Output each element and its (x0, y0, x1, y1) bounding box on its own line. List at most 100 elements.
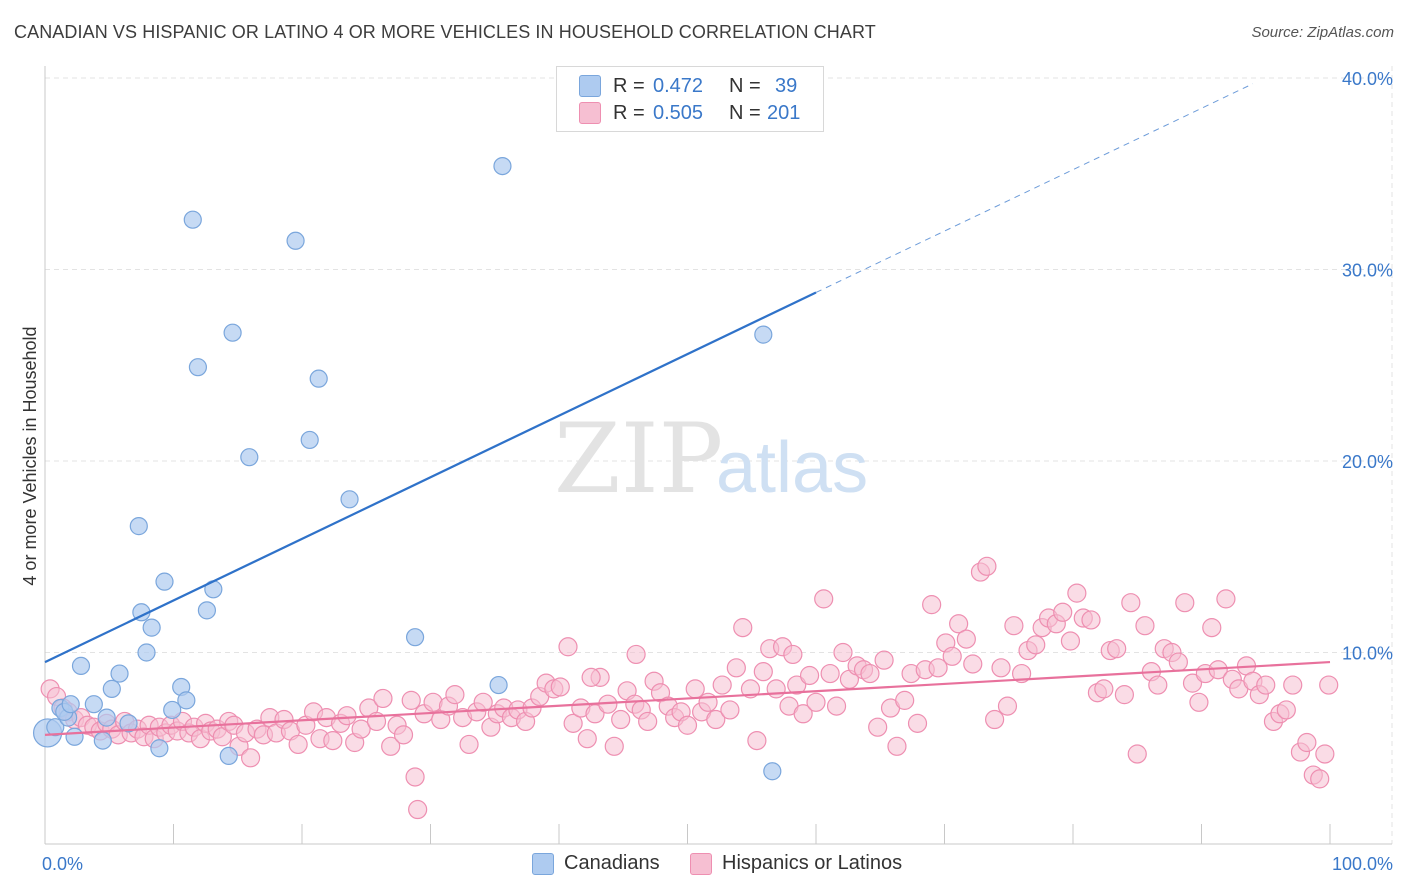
canadians-swatch (579, 75, 601, 97)
hispanics-trend-line (44, 660, 1331, 736)
hispanics-point (1053, 602, 1073, 622)
canadians-point (93, 731, 112, 750)
hispanics-point (473, 692, 493, 712)
canadians-point (286, 231, 305, 250)
r-label: R = (613, 101, 645, 124)
hispanics-point (351, 719, 371, 739)
hispanics-point (1081, 610, 1101, 630)
x-tick-label: 0.0% (42, 854, 83, 874)
hispanics-point (408, 799, 428, 820)
hispanics-point (820, 663, 840, 684)
canadians-point (110, 664, 129, 683)
canadians-point (754, 325, 773, 344)
hispanics-point (381, 736, 401, 756)
canadians-point (219, 746, 238, 766)
hispanics-point (558, 637, 578, 657)
legend-item-hispanics[interactable]: Hispanics or Latinos (690, 852, 902, 875)
hispanics-point (753, 662, 773, 682)
canadians-point (46, 718, 65, 737)
hispanics-point (401, 690, 421, 710)
canadians-point (137, 643, 156, 662)
canadians-point (102, 679, 121, 698)
hispanics-point (942, 646, 962, 666)
hispanics-point (963, 654, 983, 674)
y-tick-label: 10.0% (1342, 644, 1393, 664)
trend-lines (44, 83, 1331, 736)
y-tick-label: 30.0% (1342, 261, 1393, 281)
hispanics-point (766, 679, 786, 699)
hispanics-point (1011, 663, 1032, 684)
hispanics-point (373, 688, 393, 709)
hispanics-point (550, 677, 570, 697)
n-label: N = (729, 74, 761, 97)
legend-label-hispanics: Hispanics or Latinos (722, 852, 903, 874)
hispanics-point (1216, 589, 1236, 609)
canadians-point (97, 708, 116, 727)
canadians-point (223, 323, 242, 342)
hispanics-point (833, 642, 853, 663)
canadians-point (309, 369, 328, 388)
hispanics-point (677, 715, 698, 735)
hispanics-point (1148, 675, 1168, 695)
hispanics-point (1094, 679, 1114, 699)
hispanics-point (726, 658, 746, 678)
legend-label-canadians: Canadians (564, 852, 660, 874)
hispanics-point (922, 595, 942, 615)
hispanics-point (1060, 631, 1081, 651)
canadians-point (493, 156, 512, 176)
hispanics-point (405, 767, 425, 787)
hispanics-point (288, 734, 308, 755)
hispanics-point (604, 736, 624, 756)
hispanics-point (1067, 583, 1087, 603)
hispanics-point (997, 696, 1018, 716)
hispanics-point (1026, 635, 1046, 655)
canadians-swatch (532, 852, 554, 875)
hispanics-point (793, 704, 813, 724)
hispanics-point (626, 644, 646, 665)
hispanics-point (1114, 685, 1135, 705)
hispanics-point (393, 725, 414, 745)
y-tick-label: 20.0% (1342, 452, 1393, 472)
y-tick-labels: 10.0% 20.0% 30.0% 40.0% (1342, 69, 1393, 664)
hispanics-point (895, 690, 915, 710)
canadians-point (405, 628, 425, 647)
hispanics-point (577, 729, 597, 749)
hispanics-point (712, 675, 732, 695)
hispanics-point (806, 692, 826, 712)
hispanics-swatch (579, 102, 601, 124)
watermark-atlas: atlas (716, 428, 868, 508)
hispanics-point (977, 556, 997, 576)
hispanics-point (1315, 744, 1335, 764)
hispanics-point (1175, 593, 1195, 613)
hispanics-point (868, 717, 888, 737)
hispanics-point (241, 748, 261, 768)
hispanics-point (1121, 593, 1141, 613)
legend-item-canadians[interactable]: Canadians (532, 852, 660, 875)
stats-row-hispanics: R = 0.505 N = 201 (579, 101, 800, 125)
canadians-point (300, 430, 319, 450)
hispanics-point (1202, 618, 1222, 638)
watermark-zip: ZIP (554, 403, 723, 515)
watermark: ZIP atlas (554, 403, 868, 515)
hispanics-point (1135, 616, 1155, 636)
canadians-point (71, 656, 91, 676)
hispanics-point (685, 679, 705, 699)
r-value: 0.472 (653, 74, 704, 97)
hispanics-point (459, 734, 479, 755)
canadians-point (65, 727, 84, 746)
stats-legend: R = 0.472 N = 39 R = 0.505 N = 201 (556, 66, 824, 132)
hispanics-point (1310, 769, 1330, 789)
hispanics-point (323, 730, 343, 751)
hispanics-point (949, 614, 969, 634)
canadians-point (163, 700, 182, 720)
hispanics-point (1004, 616, 1024, 636)
y-tick-label: 40.0% (1342, 69, 1393, 89)
r-value: 0.505 (653, 101, 704, 124)
hispanics-point (1127, 744, 1147, 764)
hispanics-point (611, 709, 631, 730)
canadians-point (197, 601, 217, 620)
hispanics-point (1168, 652, 1188, 672)
x-tick-label: 100.0% (1332, 854, 1393, 874)
hispanics-point (337, 706, 357, 726)
hispanics-point (887, 736, 907, 756)
